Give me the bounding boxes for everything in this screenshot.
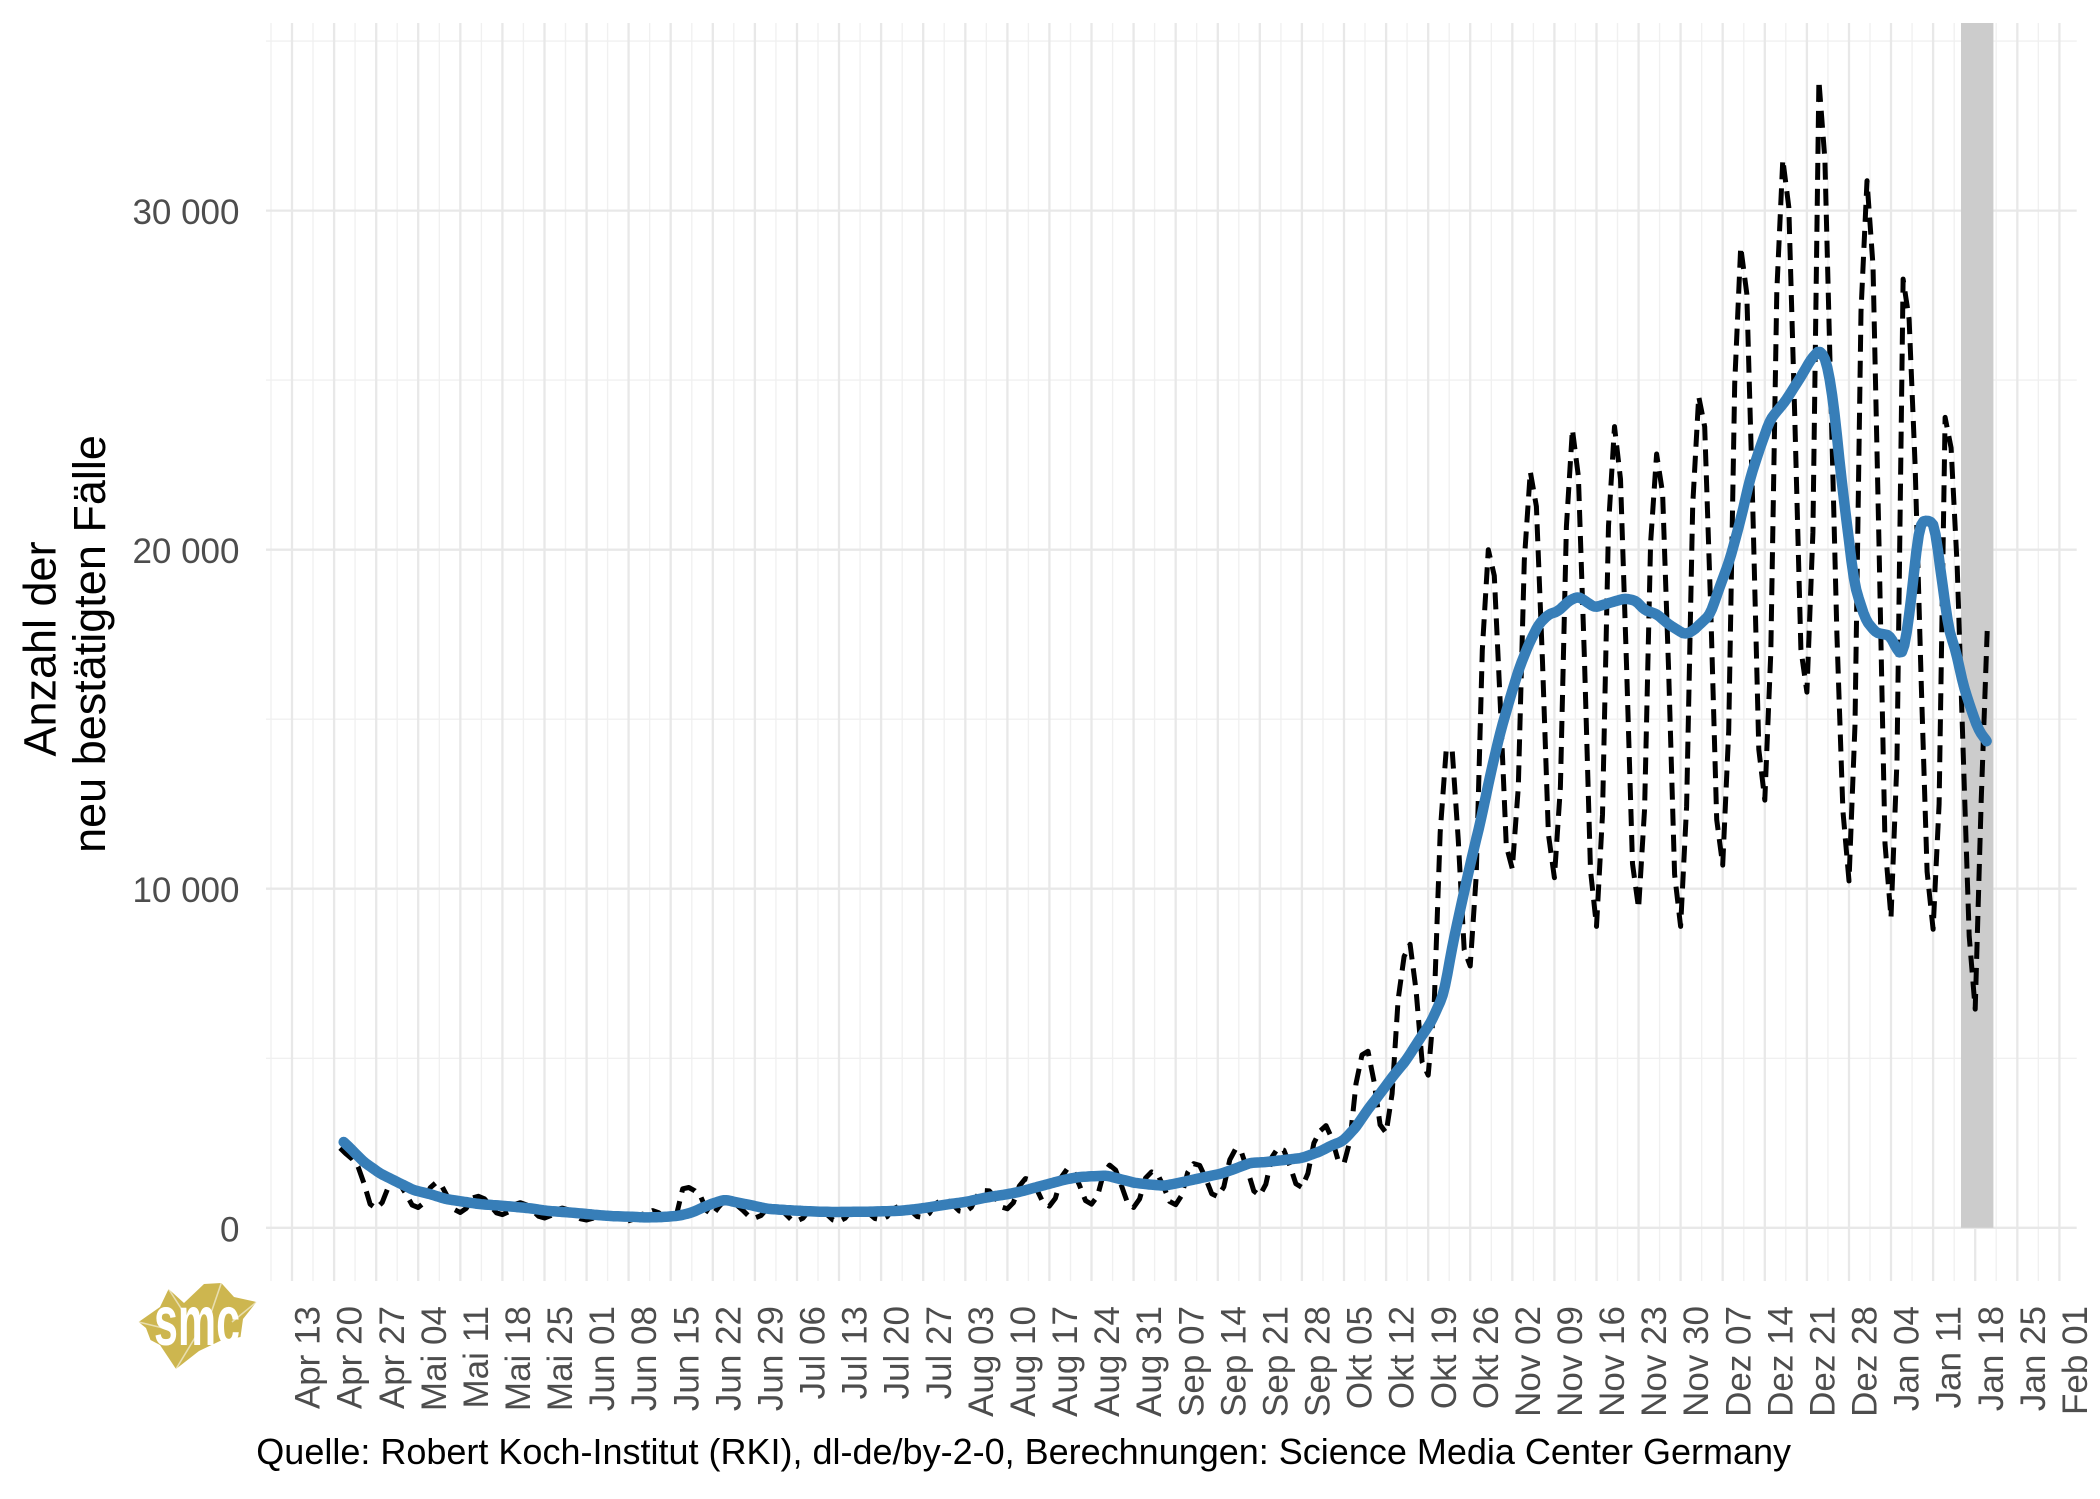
svg-text:Sep 28: Sep 28 [1299,1306,1338,1417]
svg-text:Jul 13: Jul 13 [836,1306,875,1399]
svg-text:Sep 21: Sep 21 [1256,1306,1295,1417]
svg-text:neu bestätigten Fälle: neu bestätigten Fälle [64,435,115,853]
svg-text:Quelle: Robert Koch-Institut (: Quelle: Robert Koch-Institut (RKI), dl-d… [256,1431,1791,1472]
svg-text:Jan 25: Jan 25 [2014,1306,2053,1411]
svg-text:Jan 11: Jan 11 [1930,1306,1969,1409]
svg-text:Feb 01: Feb 01 [2056,1306,2095,1415]
svg-text:20 000: 20 000 [132,532,239,571]
svg-text:Nov 16: Nov 16 [1593,1306,1632,1417]
svg-text:Dez 07: Dez 07 [1719,1306,1758,1417]
svg-text:Jun 01: Jun 01 [583,1306,622,1411]
svg-text:Okt 26: Okt 26 [1467,1306,1506,1409]
svg-text:0: 0 [220,1210,239,1249]
svg-text:Anzahl der: Anzahl der [14,541,65,756]
svg-text:Jul 20: Jul 20 [878,1306,917,1399]
svg-text:Nov 09: Nov 09 [1551,1306,1590,1417]
svg-text:smc: smc [154,1282,240,1360]
svg-text:Nov 02: Nov 02 [1509,1306,1548,1417]
svg-text:Okt 19: Okt 19 [1425,1306,1464,1409]
svg-text:Nov 23: Nov 23 [1635,1306,1674,1417]
svg-text:Jan 18: Jan 18 [1972,1306,2011,1411]
svg-text:Jul 27: Jul 27 [920,1306,959,1399]
svg-text:Jun 29: Jun 29 [752,1306,791,1411]
svg-text:Nov 30: Nov 30 [1677,1306,1716,1417]
svg-text:Apr 27: Apr 27 [373,1306,412,1409]
svg-text:Okt 05: Okt 05 [1341,1306,1380,1409]
svg-text:Jun 22: Jun 22 [709,1306,748,1411]
svg-text:Aug 03: Aug 03 [962,1306,1001,1417]
svg-text:Sep 14: Sep 14 [1214,1306,1253,1417]
svg-text:Mai 25: Mai 25 [541,1306,580,1411]
svg-text:Dez 28: Dez 28 [1846,1306,1885,1417]
svg-text:Jan 04: Jan 04 [1888,1306,1927,1411]
svg-text:30 000: 30 000 [132,193,239,232]
svg-text:Okt 12: Okt 12 [1383,1306,1422,1409]
svg-text:Jun 08: Jun 08 [625,1306,664,1411]
svg-text:Aug 10: Aug 10 [1004,1306,1043,1417]
svg-text:10 000: 10 000 [132,871,239,910]
svg-text:Jul 06: Jul 06 [794,1306,833,1399]
svg-text:Aug 24: Aug 24 [1088,1306,1127,1417]
svg-text:Apr 20: Apr 20 [331,1306,370,1409]
svg-text:Dez 14: Dez 14 [1761,1306,1800,1417]
svg-text:Sep 07: Sep 07 [1172,1306,1211,1417]
svg-text:Aug 17: Aug 17 [1046,1306,1085,1417]
svg-text:Mai 18: Mai 18 [499,1306,538,1411]
svg-text:Aug 31: Aug 31 [1130,1306,1169,1417]
svg-text:Mai 04: Mai 04 [415,1306,454,1411]
svg-text:Jun 15: Jun 15 [667,1306,706,1411]
svg-text:Apr 13: Apr 13 [289,1306,328,1409]
svg-text:Mai 11: Mai 11 [457,1306,496,1408]
svg-text:Dez 21: Dez 21 [1804,1306,1843,1417]
